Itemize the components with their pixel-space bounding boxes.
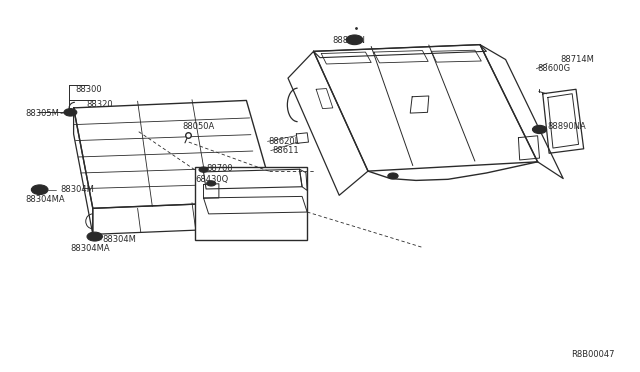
Circle shape [532, 125, 547, 134]
Text: 88300: 88300 [76, 85, 102, 94]
Text: 88304MA: 88304MA [26, 195, 65, 203]
Circle shape [388, 173, 398, 179]
Text: 88305M: 88305M [26, 109, 60, 118]
Circle shape [64, 109, 77, 116]
Circle shape [536, 127, 543, 132]
Text: 88890NA: 88890NA [547, 122, 586, 131]
Text: 88620L: 88620L [269, 137, 300, 146]
Circle shape [207, 181, 216, 186]
Circle shape [90, 234, 99, 239]
Text: 88890N: 88890N [333, 36, 366, 45]
Circle shape [346, 35, 363, 45]
Text: 68430Q: 68430Q [196, 175, 229, 184]
Text: 88611: 88611 [272, 146, 299, 155]
Bar [195, 167, 307, 240]
Text: 88050A: 88050A [182, 122, 214, 131]
Circle shape [35, 187, 45, 193]
Circle shape [87, 232, 102, 241]
Text: 88304MA: 88304MA [70, 244, 110, 253]
Text: 88304M: 88304M [61, 185, 95, 194]
Circle shape [67, 110, 74, 114]
Text: 88304M: 88304M [102, 235, 136, 244]
Text: R8B00047: R8B00047 [571, 350, 614, 359]
Text: 88714M: 88714M [560, 55, 594, 64]
Circle shape [31, 185, 48, 195]
Text: 88600G: 88600G [538, 64, 571, 73]
Text: 88700: 88700 [207, 164, 234, 173]
Circle shape [349, 37, 360, 43]
Circle shape [199, 167, 208, 172]
Text: 88320: 88320 [86, 100, 113, 109]
